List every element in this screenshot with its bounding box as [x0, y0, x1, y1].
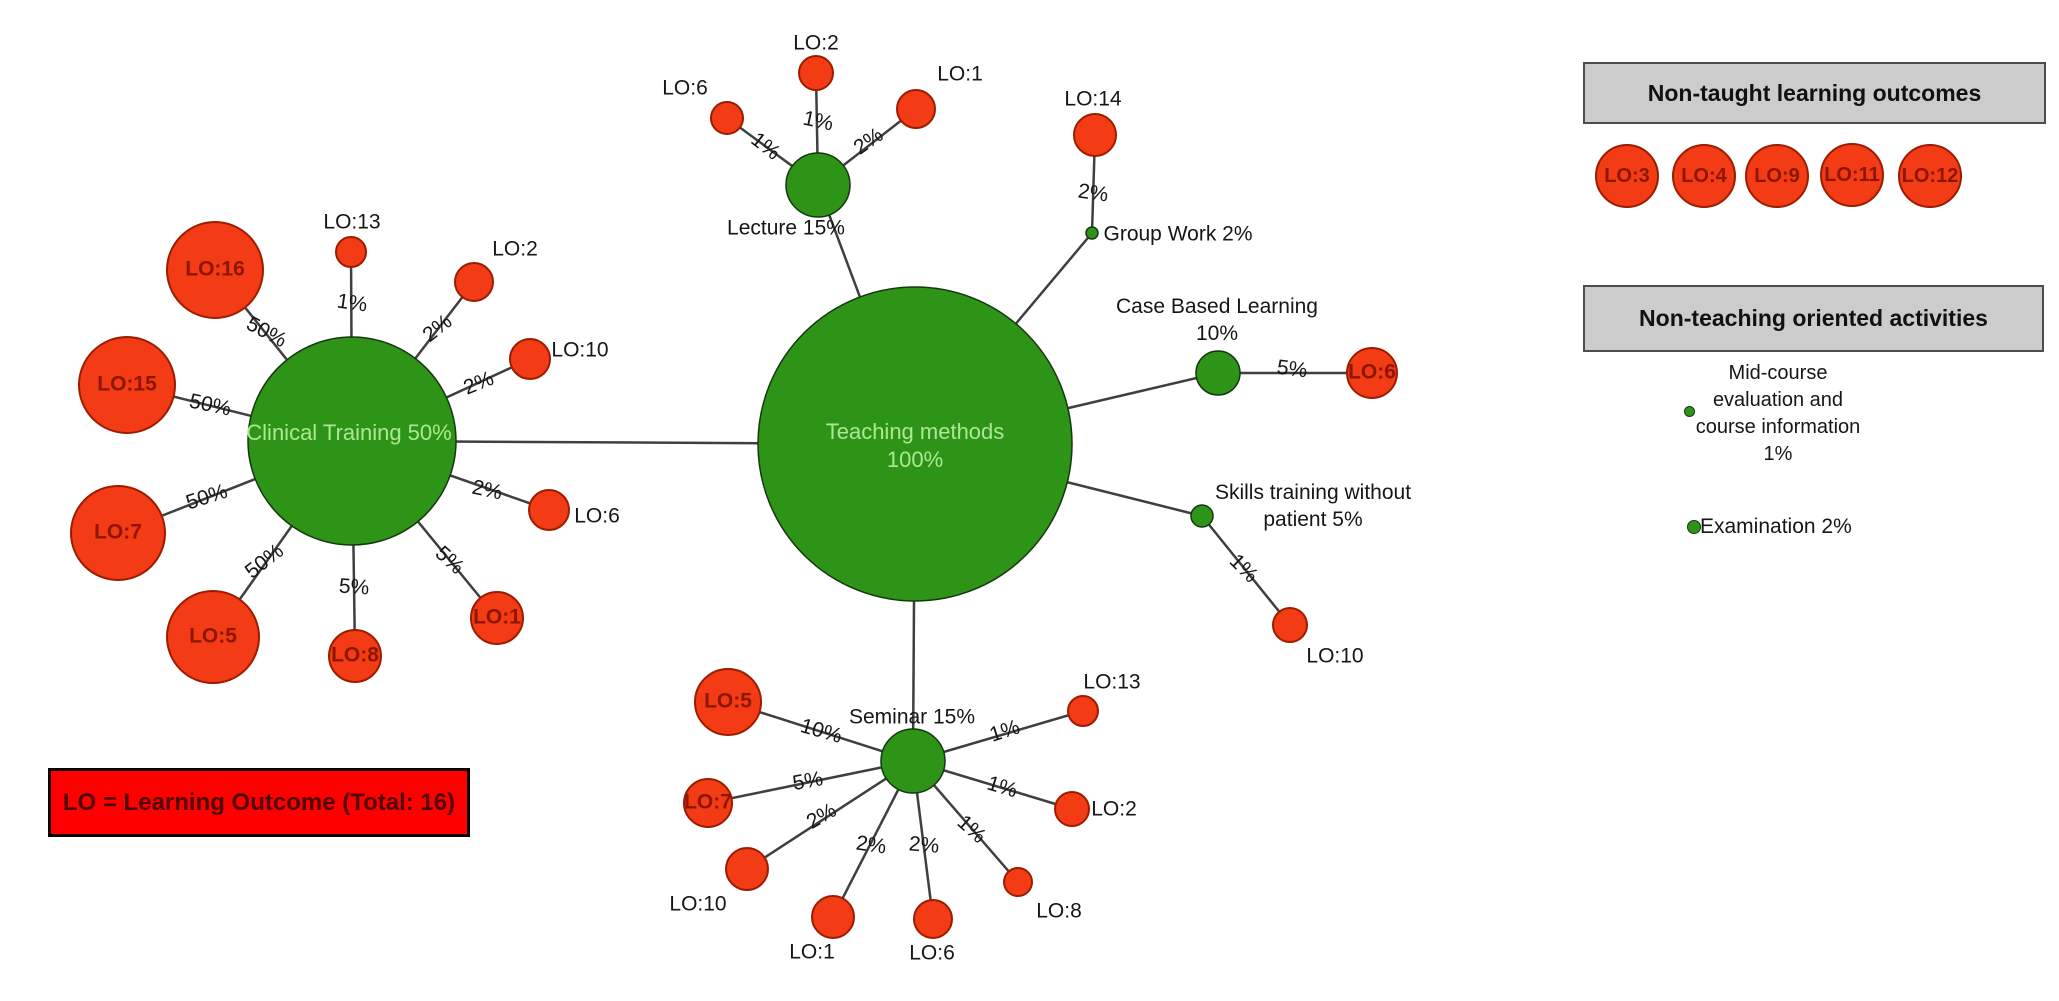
- legend-circle-lo4: LO:4: [1672, 144, 1736, 208]
- edge-seminar--lo10-seminar: [746, 759, 914, 871]
- mid-course-line3: course information: [1695, 416, 1861, 438]
- node-lo8-clinical: [328, 629, 382, 683]
- legend-non-taught-header: Non-taught learning outcomes: [1583, 62, 2046, 124]
- node-lo5-seminar: [694, 668, 762, 736]
- node-lo6-clinical: [528, 489, 570, 531]
- node-lo10-seminar: [725, 847, 769, 891]
- node-seminar: [880, 728, 946, 794]
- legend-circle-lo3: LO:3: [1595, 144, 1659, 208]
- node-lo2-seminar: [1054, 791, 1090, 827]
- node-lo6-seminar: [913, 899, 953, 939]
- legend-non-taught-title: Non-taught learning outcomes: [1647, 79, 1982, 106]
- node-skills-training: [1190, 504, 1214, 528]
- node-lo1-lecture: [896, 89, 936, 129]
- mid-course-line2: evaluation and: [1712, 389, 1844, 411]
- mid-course-line1: Mid-course: [1728, 362, 1828, 384]
- legend-non-teaching-header: Non-teaching oriented activities: [1583, 285, 2044, 352]
- legend-circle-lo11: LO:11: [1820, 143, 1884, 207]
- node-lo2-lecture: [798, 55, 834, 91]
- mid-course-label: Mid-course evaluation and course informa…: [1658, 360, 1898, 468]
- legend-circle-lo9-label: LO:9: [1754, 164, 1800, 187]
- legend-circle-lo12: LO:12: [1898, 144, 1962, 208]
- node-lo14-group-work: [1073, 113, 1117, 157]
- edge-seminar--lo7-seminar: [707, 759, 914, 805]
- node-lo13-seminar: [1067, 695, 1099, 727]
- node-lo5-clinical: [166, 590, 260, 684]
- edge-skills-training--lo10-skills: [1201, 515, 1291, 626]
- mid-course-line4: 1%: [1763, 443, 1793, 465]
- examination-label: Examination 2%: [1700, 515, 1852, 538]
- node-clinical-training: [247, 336, 457, 546]
- legend-circle-lo3-label: LO:3: [1604, 164, 1650, 187]
- node-lo10-skills: [1272, 607, 1308, 643]
- node-teaching-methods: [757, 286, 1073, 602]
- lo-note-text: LO = Learning Outcome (Total: 16): [62, 788, 456, 816]
- node-lo13-clinical: [335, 236, 367, 268]
- node-lo7-clinical: [70, 485, 166, 581]
- node-case-based-learning: [1195, 350, 1241, 396]
- mid-course-dot-icon: [1684, 406, 1695, 417]
- node-lo16-clinical: [166, 221, 264, 319]
- legend-non-teaching-title: Non-teaching oriented activities: [1639, 305, 1988, 331]
- node-lo1-clinical: [470, 591, 524, 645]
- node-lo6-case-based: [1346, 347, 1398, 399]
- node-lo2-clinical: [454, 262, 494, 302]
- lo-note-box: LO = Learning Outcome (Total: 16): [48, 768, 470, 837]
- node-lo8-seminar: [1003, 867, 1033, 897]
- legend-circle-lo12-label: LO:12: [1901, 164, 1959, 187]
- node-lecture: [785, 152, 851, 218]
- legend-circle-lo4-label: LO:4: [1681, 164, 1727, 187]
- examination-dot-icon: [1687, 520, 1701, 534]
- node-lo1-seminar: [811, 895, 855, 939]
- node-lo15-clinical: [78, 336, 176, 434]
- legend-circle-lo11-label: LO:11: [1824, 163, 1880, 186]
- node-lo10-clinical: [509, 338, 551, 380]
- legend-circle-lo9: LO:9: [1745, 144, 1809, 208]
- node-lo6-lecture: [710, 101, 744, 135]
- node-group-work: [1085, 226, 1099, 240]
- node-lo7-seminar: [683, 778, 733, 828]
